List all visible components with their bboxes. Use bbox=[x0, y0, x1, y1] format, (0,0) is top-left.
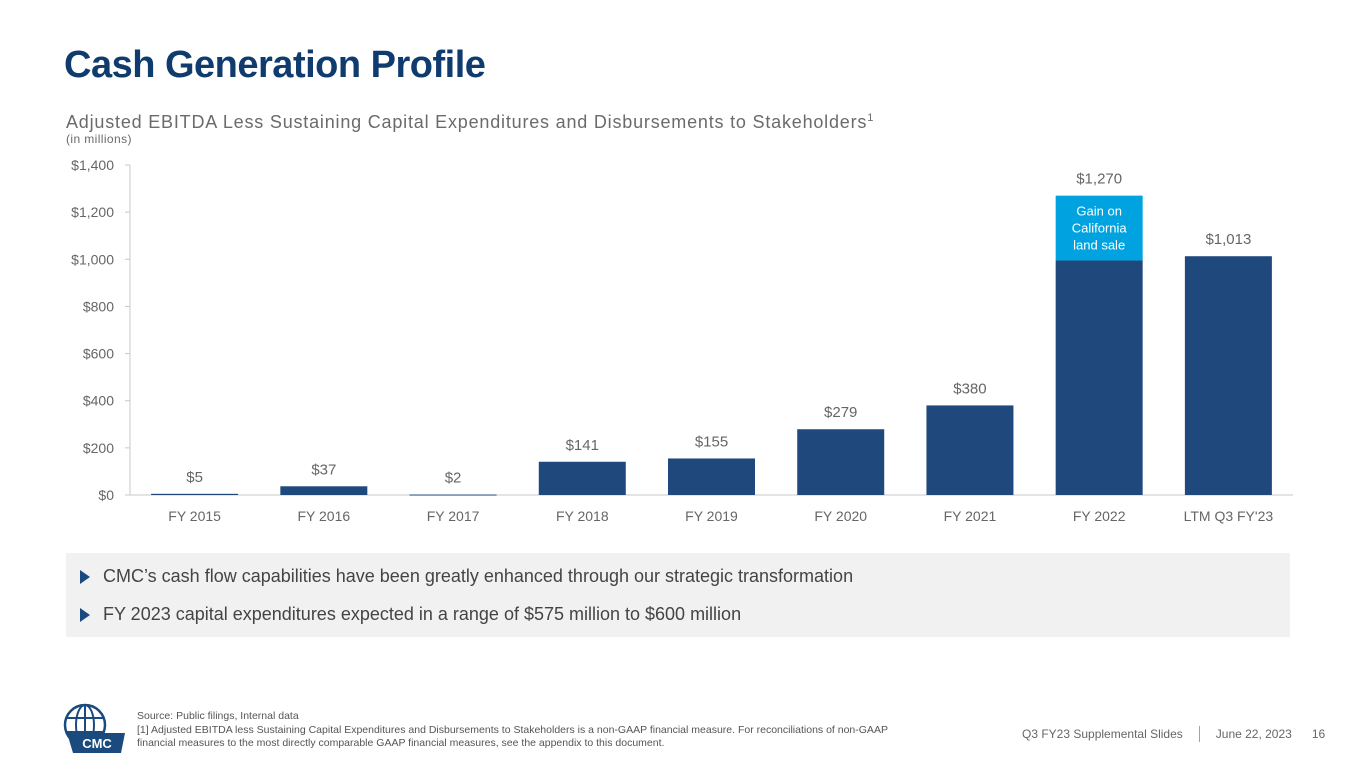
x-tick-label: LTM Q3 FY'23 bbox=[1184, 508, 1274, 524]
data-label: $1,013 bbox=[1205, 231, 1251, 248]
y-tick-label: $1,400 bbox=[71, 157, 114, 173]
x-tick-label: FY 2018 bbox=[556, 508, 609, 524]
y-tick-label: $1,000 bbox=[71, 251, 114, 267]
key-point-2: FY 2023 capital expenditures expected in… bbox=[80, 604, 741, 625]
x-tick-label: FY 2017 bbox=[427, 508, 480, 524]
x-tick-label: FY 2015 bbox=[168, 508, 221, 524]
data-label: $141 bbox=[566, 437, 599, 454]
chart-subtitle: (in millions) bbox=[66, 132, 132, 146]
y-tick-label: $800 bbox=[83, 298, 114, 314]
bar-chart: $0 $200 $400 $600 $800 $1,000 $1,200 $1,400 $5 FY… bbox=[71, 157, 1293, 524]
y-tick-label: $200 bbox=[83, 440, 114, 456]
bar bbox=[797, 429, 885, 495]
bullet-triangle-icon bbox=[80, 569, 90, 584]
x-tick-label: FY 2019 bbox=[685, 508, 738, 524]
bar bbox=[926, 405, 1014, 495]
data-label: $2 bbox=[445, 470, 462, 487]
footnote-note: [1] Adjusted EBITDA less Sustaining Capi… bbox=[137, 723, 888, 750]
y-tick-label: $400 bbox=[83, 393, 114, 409]
footer: Q3 FY23 Supplemental Slides June 22, 202… bbox=[1022, 726, 1325, 742]
y-tick-label: $600 bbox=[83, 346, 114, 362]
key-points-box: CMC’s cash flow capabilities have been g… bbox=[66, 553, 1290, 637]
y-tick-label: $1,200 bbox=[71, 204, 114, 220]
key-point-2-text: FY 2023 capital expenditures expected in… bbox=[103, 604, 742, 624]
x-tick-label: FY 2020 bbox=[814, 508, 867, 524]
data-label: $1,270 bbox=[1076, 171, 1122, 188]
chart-title-footnote-ref: 1 bbox=[867, 112, 875, 124]
x-tick-label: FY 2016 bbox=[297, 508, 350, 524]
chart-title-text: Adjusted EBITDA Less Sustaining Capital … bbox=[66, 112, 868, 132]
footer-deck-name: Q3 FY23 Supplemental Slides bbox=[1022, 727, 1183, 741]
segment-label: California bbox=[1072, 221, 1128, 236]
data-label: $380 bbox=[953, 380, 986, 397]
footnote: Source: Public filings, Internal data [1… bbox=[137, 710, 907, 751]
bar bbox=[151, 493, 239, 495]
data-label: $5 bbox=[186, 469, 203, 486]
footer-date: June 22, 2023 bbox=[1215, 727, 1292, 741]
x-tick-label: FY 2022 bbox=[1073, 508, 1126, 524]
svg-text:CMC: CMC bbox=[82, 736, 112, 751]
key-point-1: CMC’s cash flow capabilities have been g… bbox=[80, 566, 853, 587]
y-tick-label: $0 bbox=[98, 487, 114, 503]
footer-divider bbox=[1198, 726, 1200, 742]
bullet-triangle-icon bbox=[80, 607, 90, 622]
data-label: $155 bbox=[695, 433, 728, 450]
bar bbox=[538, 461, 626, 495]
segment-label: land sale bbox=[1073, 238, 1125, 253]
data-label: $279 bbox=[824, 404, 857, 421]
chart-title: Adjusted EBITDA Less Sustaining Capital … bbox=[66, 112, 874, 133]
bar bbox=[1055, 260, 1143, 495]
data-label: $37 bbox=[311, 461, 336, 478]
footnote-source: Source: Public filings, Internal data bbox=[137, 710, 299, 722]
key-point-1-text: CMC’s cash flow capabilities have been g… bbox=[103, 566, 854, 586]
bar bbox=[280, 486, 368, 495]
page-number: 16 bbox=[1311, 727, 1326, 741]
bar bbox=[409, 494, 497, 496]
page-title: Cash Generation Profile bbox=[64, 44, 486, 86]
bar bbox=[1184, 256, 1272, 495]
bar-segment-gain bbox=[1055, 195, 1143, 261]
cmc-logo-icon: CMC bbox=[63, 703, 125, 753]
x-tick-label: FY 2021 bbox=[944, 508, 997, 524]
bar bbox=[668, 458, 755, 495]
segment-label: Gain on bbox=[1076, 204, 1122, 219]
